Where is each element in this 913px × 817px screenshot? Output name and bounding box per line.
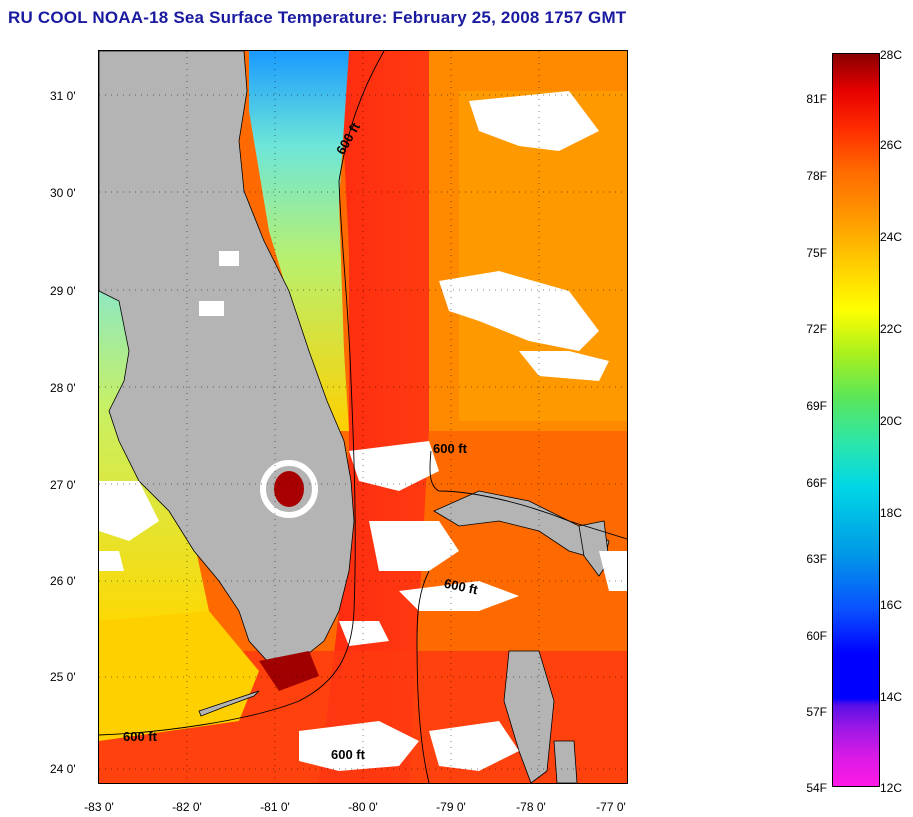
colorbar-c-label: 26C bbox=[880, 138, 903, 152]
lon-label: -83 0' bbox=[84, 800, 114, 814]
lat-label: 26 0' bbox=[50, 574, 76, 588]
depth-contours bbox=[99, 51, 627, 783]
lat-label: 29 0' bbox=[50, 284, 76, 298]
colorbar-f-label: 66F bbox=[806, 476, 827, 490]
colorbar-c-label: 24C bbox=[880, 230, 903, 244]
colorbar-c-label: 18C bbox=[880, 506, 903, 520]
florida-bay-warm bbox=[259, 651, 319, 691]
lat-label: 31 0' bbox=[50, 89, 76, 103]
lat-label: 30 0' bbox=[50, 186, 76, 200]
lon-label: -80 0' bbox=[348, 800, 378, 814]
lon-label: -79 0' bbox=[436, 800, 466, 814]
lon-label: -77 0' bbox=[596, 800, 626, 814]
colorbar-f-label: 63F bbox=[806, 552, 827, 566]
lake-cloud-ring bbox=[260, 460, 318, 518]
colorbar-f-label: 72F bbox=[806, 322, 827, 336]
sst-map: 600 ft 600 ft 600 ft 600 ft 600 ft bbox=[98, 50, 628, 784]
lon-label: -78 0' bbox=[516, 800, 546, 814]
gulf-stream bbox=[319, 51, 429, 783]
florida-land bbox=[99, 51, 355, 664]
colorbar-c-label: 14C bbox=[880, 690, 903, 704]
colorbar-f-label: 75F bbox=[806, 246, 827, 260]
lat-label: 24 0' bbox=[50, 762, 76, 776]
lat-label: 28 0' bbox=[50, 381, 76, 395]
lon-label: -81 0' bbox=[260, 800, 290, 814]
colorbar-f-label: 54F bbox=[806, 781, 827, 795]
colorbar-c-label: 28C bbox=[880, 48, 903, 62]
colorbar-f-label: 81F bbox=[806, 92, 827, 106]
coastal-cool-water bbox=[249, 51, 349, 431]
sst-map-canvas bbox=[99, 51, 627, 783]
cloud-cover bbox=[99, 91, 627, 771]
colorbar-c-label: 16C bbox=[880, 598, 903, 612]
lat-label: 27 0' bbox=[50, 478, 76, 492]
depth-label-south: 600 ft bbox=[123, 729, 157, 744]
colorbar-c-label: 12C bbox=[880, 781, 903, 795]
exuma-island bbox=[553, 740, 578, 783]
colorbar-c-label: 20C bbox=[880, 414, 903, 428]
temperature-colorbar bbox=[832, 53, 880, 787]
colorbar-f-label: 69F bbox=[806, 399, 827, 413]
lat-label: 25 0' bbox=[50, 670, 76, 684]
colorbar-f-label: 78F bbox=[806, 169, 827, 183]
page-title: RU COOL NOAA-18 Sea Surface Temperature:… bbox=[8, 8, 627, 27]
colorbar-f-label: 57F bbox=[806, 705, 827, 719]
florida-keys bbox=[198, 690, 260, 717]
lake-okeechobee bbox=[274, 471, 304, 507]
lat-lon-grid bbox=[99, 51, 627, 783]
colorbar-f-label: 60F bbox=[806, 629, 827, 643]
colorbar-c-label: 22C bbox=[880, 322, 903, 336]
lon-label: -82 0' bbox=[172, 800, 202, 814]
depth-label-straits: 600 ft bbox=[331, 747, 365, 762]
depth-label-grand-bahama: 600 ft bbox=[433, 441, 467, 456]
